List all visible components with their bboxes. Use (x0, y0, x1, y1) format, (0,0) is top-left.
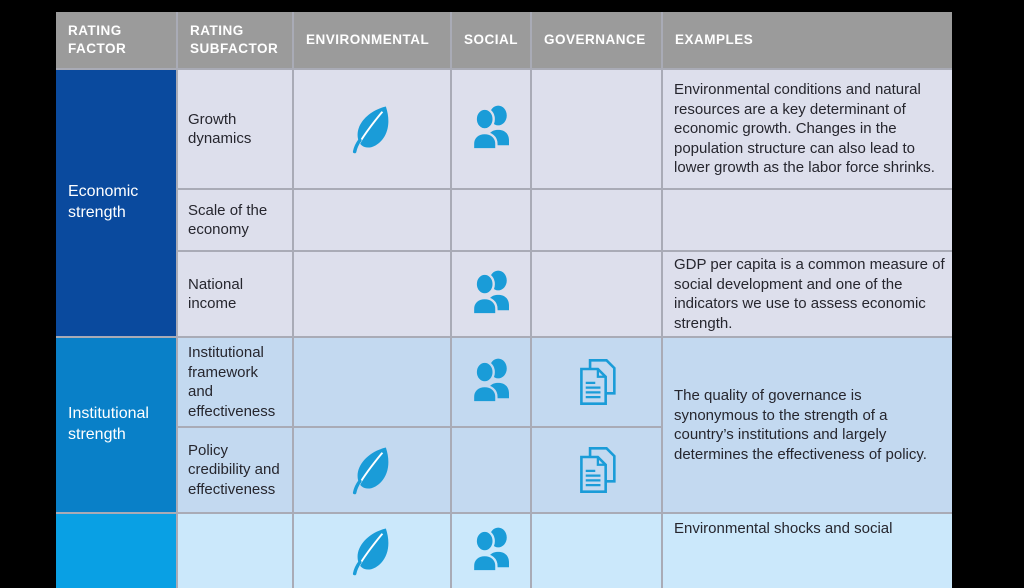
environmental-cell-national-income (294, 252, 450, 336)
column-header-rating-factor: RATING FACTOR (56, 12, 176, 68)
example-partial: Environmental shocks and social (663, 514, 952, 588)
environmental-cell-policy (294, 428, 450, 512)
social-cell-scale (452, 190, 530, 250)
factor-institutional-strength: Institutional strength (56, 338, 176, 512)
environmental-cell-growth-dynamics (294, 70, 450, 188)
example-institutional: The quality of governance is synonymous … (663, 338, 952, 512)
environmental-cell-partial (294, 514, 450, 588)
social-cell-national-income (452, 252, 530, 336)
social-cell-growth-dynamics (452, 70, 530, 188)
social-cell-framework (452, 338, 530, 426)
documents-icon (579, 359, 616, 405)
people-icon (471, 269, 511, 316)
subfactor-growth-dynamics: Growth dynamics (178, 70, 292, 188)
column-header-rating-subfactor: RATING SUBFACTOR (178, 12, 292, 68)
governance-cell-scale (532, 190, 661, 250)
subfactor-partial (178, 514, 292, 588)
column-header-social: SOCIAL (452, 12, 530, 68)
subfactor-scale-of-economy: Scale of the economy (178, 190, 292, 250)
social-cell-policy (452, 428, 530, 512)
leaf-icon (352, 104, 391, 154)
leaf-icon (352, 445, 391, 495)
people-icon (471, 526, 511, 573)
example-growth-dynamics: Environmental conditions and natural res… (663, 70, 952, 188)
people-icon (471, 104, 511, 151)
governance-cell-framework (532, 338, 661, 426)
people-icon (471, 357, 511, 404)
subfactor-institutional-framework: Institutional framework and effectivenes… (178, 338, 292, 426)
factor-economic-strength: Economic strength (56, 70, 176, 336)
column-header-examples: EXAMPLES (663, 12, 952, 68)
governance-cell-growth-dynamics (532, 70, 661, 188)
column-header-environmental: ENVIRONMENTAL (294, 12, 450, 68)
leaf-icon (352, 526, 391, 576)
subfactor-national-income: National income (178, 252, 292, 336)
governance-cell-partial (532, 514, 661, 588)
column-header-governance: GOVERNANCE (532, 12, 661, 68)
documents-icon (579, 447, 616, 493)
example-national-income: GDP per capita is a common measure of so… (663, 252, 952, 336)
example-scale-empty (663, 190, 952, 250)
esg-rating-factor-table: RATING FACTOR RATING SUBFACTOR ENVIRONME… (56, 12, 952, 588)
governance-cell-policy (532, 428, 661, 512)
factor-third-partial (56, 514, 176, 588)
social-cell-partial (452, 514, 530, 588)
governance-cell-national-income (532, 252, 661, 336)
environmental-cell-framework (294, 338, 450, 426)
subfactor-policy-credibility: Policy credibility and effectiveness (178, 428, 292, 512)
environmental-cell-scale (294, 190, 450, 250)
